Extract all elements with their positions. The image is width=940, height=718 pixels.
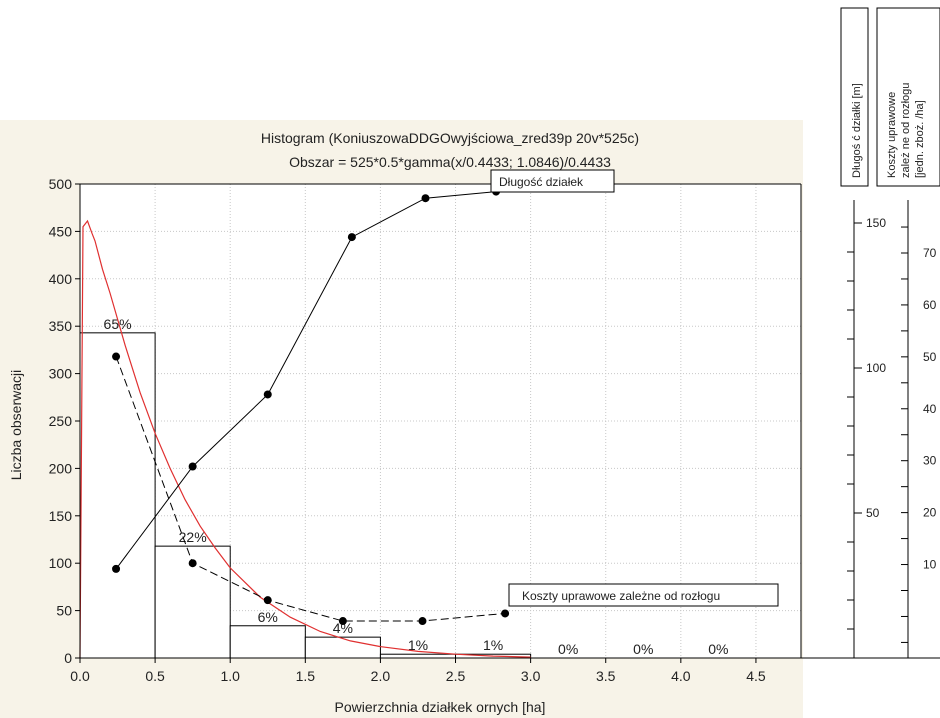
axes: 0 50 100 150 200 250 300 350 400 450 500 0.0 0.5 1.0 1…: [49, 176, 802, 684]
right-axis-2-tick-label-1: 60: [923, 298, 937, 312]
right-axis-1-tick-label-1: 100: [866, 361, 886, 375]
bar-label-4: 1%: [408, 637, 428, 653]
series-1-point-1: [188, 559, 197, 568]
right-axis-2-tick-label-6: 10: [923, 558, 937, 572]
legend-dlugosc-text: Długość działek: [499, 175, 584, 189]
series-1-point-0: [112, 352, 121, 361]
series-0-line: [115, 191, 497, 570]
y-tick-label-3: 150: [49, 508, 73, 524]
series-1-point-5: [501, 609, 510, 618]
right-axis-2-tick-label-5: 20: [923, 506, 937, 520]
bar-label-1: 22%: [179, 529, 207, 545]
overlay-series: [112, 187, 510, 626]
chart-subtitle: Obszar = 525*0.5*gamma(x/0.4433; 1.0846)…: [289, 154, 611, 170]
histogram-bar-4: [379, 653, 457, 659]
right-axis-2-label-line3: [jedn. zboż. /ha]: [914, 100, 926, 178]
y-tick-label-0: 0: [64, 650, 72, 666]
right-axis-2-tick-label-4: 30: [923, 454, 937, 468]
series-1-point-4: [418, 617, 427, 626]
y-tick-label-2: 100: [49, 555, 73, 571]
x-tick-label-9: 4.5: [746, 668, 766, 684]
bar-label-5: 1%: [483, 637, 503, 653]
x-axis-label: Powierzchnia działkek ornych [ha]: [335, 699, 546, 715]
right-axis-1-label: Długoś ć działki [m]: [851, 83, 863, 178]
right-axis-2-label-box: [876, 7, 940, 187]
y-axis-label: Liczba obserwacji: [8, 370, 24, 481]
right-axis-1-tick-label-0: 150: [866, 216, 886, 230]
legend-dlugosc: Długość działek: [490, 169, 615, 193]
bar-label-2: 6%: [258, 609, 278, 625]
bar-label-7: 0%: [633, 641, 653, 657]
right-axis-2-tick-label-3: 40: [923, 402, 937, 416]
histogram-bar-3: [304, 636, 381, 659]
histogram-bar-0: [79, 332, 156, 659]
gamma-fit-curve: [79, 219, 531, 659]
series-0-point-1: [188, 462, 197, 471]
x-tick-label-1: 0.5: [145, 668, 165, 684]
y-tick-label-5: 250: [49, 413, 73, 429]
histogram-bar-2: [229, 625, 306, 659]
series-0-point-0: [112, 564, 121, 573]
series-0-point-3: [347, 233, 356, 242]
right-axis-2-tick-label-2: 50: [923, 350, 937, 364]
legend-koszty-box: [508, 583, 779, 607]
legend-koszty: Koszty uprawowe zależne od rozłogu: [508, 583, 779, 607]
bar-percent-labels: 65% 22% 6% 4% 1% 1% 0% 0% 0%: [104, 316, 729, 657]
y-tick-label-8: 400: [49, 271, 73, 287]
x-tick-label-4: 2.0: [371, 668, 391, 684]
right-axes-panel: Długoś ć działki [m] Koszty uprawowe zal…: [801, 7, 940, 659]
y-tick-label-7: 350: [49, 318, 73, 334]
x-tick-label-2: 1.0: [220, 668, 240, 684]
fit-curve-line: [79, 219, 531, 659]
legend-koszty-text: Koszty uprawowe zależne od rozłogu: [522, 589, 720, 603]
series-0-point-2: [263, 390, 272, 399]
series-0-point-4: [421, 194, 430, 203]
right-axis-1-label-box: [840, 7, 869, 187]
y-tick-label-1: 50: [56, 603, 72, 619]
right-axis-1-tick-label-2: 50: [866, 506, 880, 520]
bar-label-0: 65%: [104, 316, 132, 332]
x-tick-label-7: 3.5: [596, 668, 616, 684]
chart-title: Histogram (KoniuszowaDDGOwyjściowa_zred3…: [261, 130, 639, 146]
y-tick-label-9: 450: [49, 223, 73, 239]
y-tick-label-6: 300: [49, 366, 73, 382]
x-tick-label-0: 0.0: [70, 668, 90, 684]
series-1-line: [115, 356, 506, 622]
right-axis-2-tick-label-0: 70: [923, 246, 937, 260]
right-axis-2-label-line2: zależ ne od rozłogu: [900, 83, 912, 178]
y-tick-label-10: 500: [49, 176, 73, 192]
bar-label-6: 0%: [558, 641, 578, 657]
right-axes-ticks: 150 100 50 70 60 50 40 30 20 10: [801, 200, 940, 659]
bar-label-8: 0%: [708, 641, 728, 657]
x-tick-label-3: 1.5: [296, 668, 316, 684]
histogram-bars: [79, 332, 532, 659]
x-tick-label-6: 3.0: [521, 668, 541, 684]
series-1-point-2: [263, 596, 272, 605]
x-tick-label-8: 4.0: [671, 668, 691, 684]
y-tick-label-4: 200: [49, 460, 73, 476]
x-tick-label-5: 2.5: [446, 668, 466, 684]
bar-label-3: 4%: [333, 620, 353, 636]
series-1-point-3: [338, 617, 347, 626]
right-axis-2-label-line1: Koszty uprawowe: [886, 92, 898, 178]
legend-dlugosc-box: [490, 169, 615, 193]
